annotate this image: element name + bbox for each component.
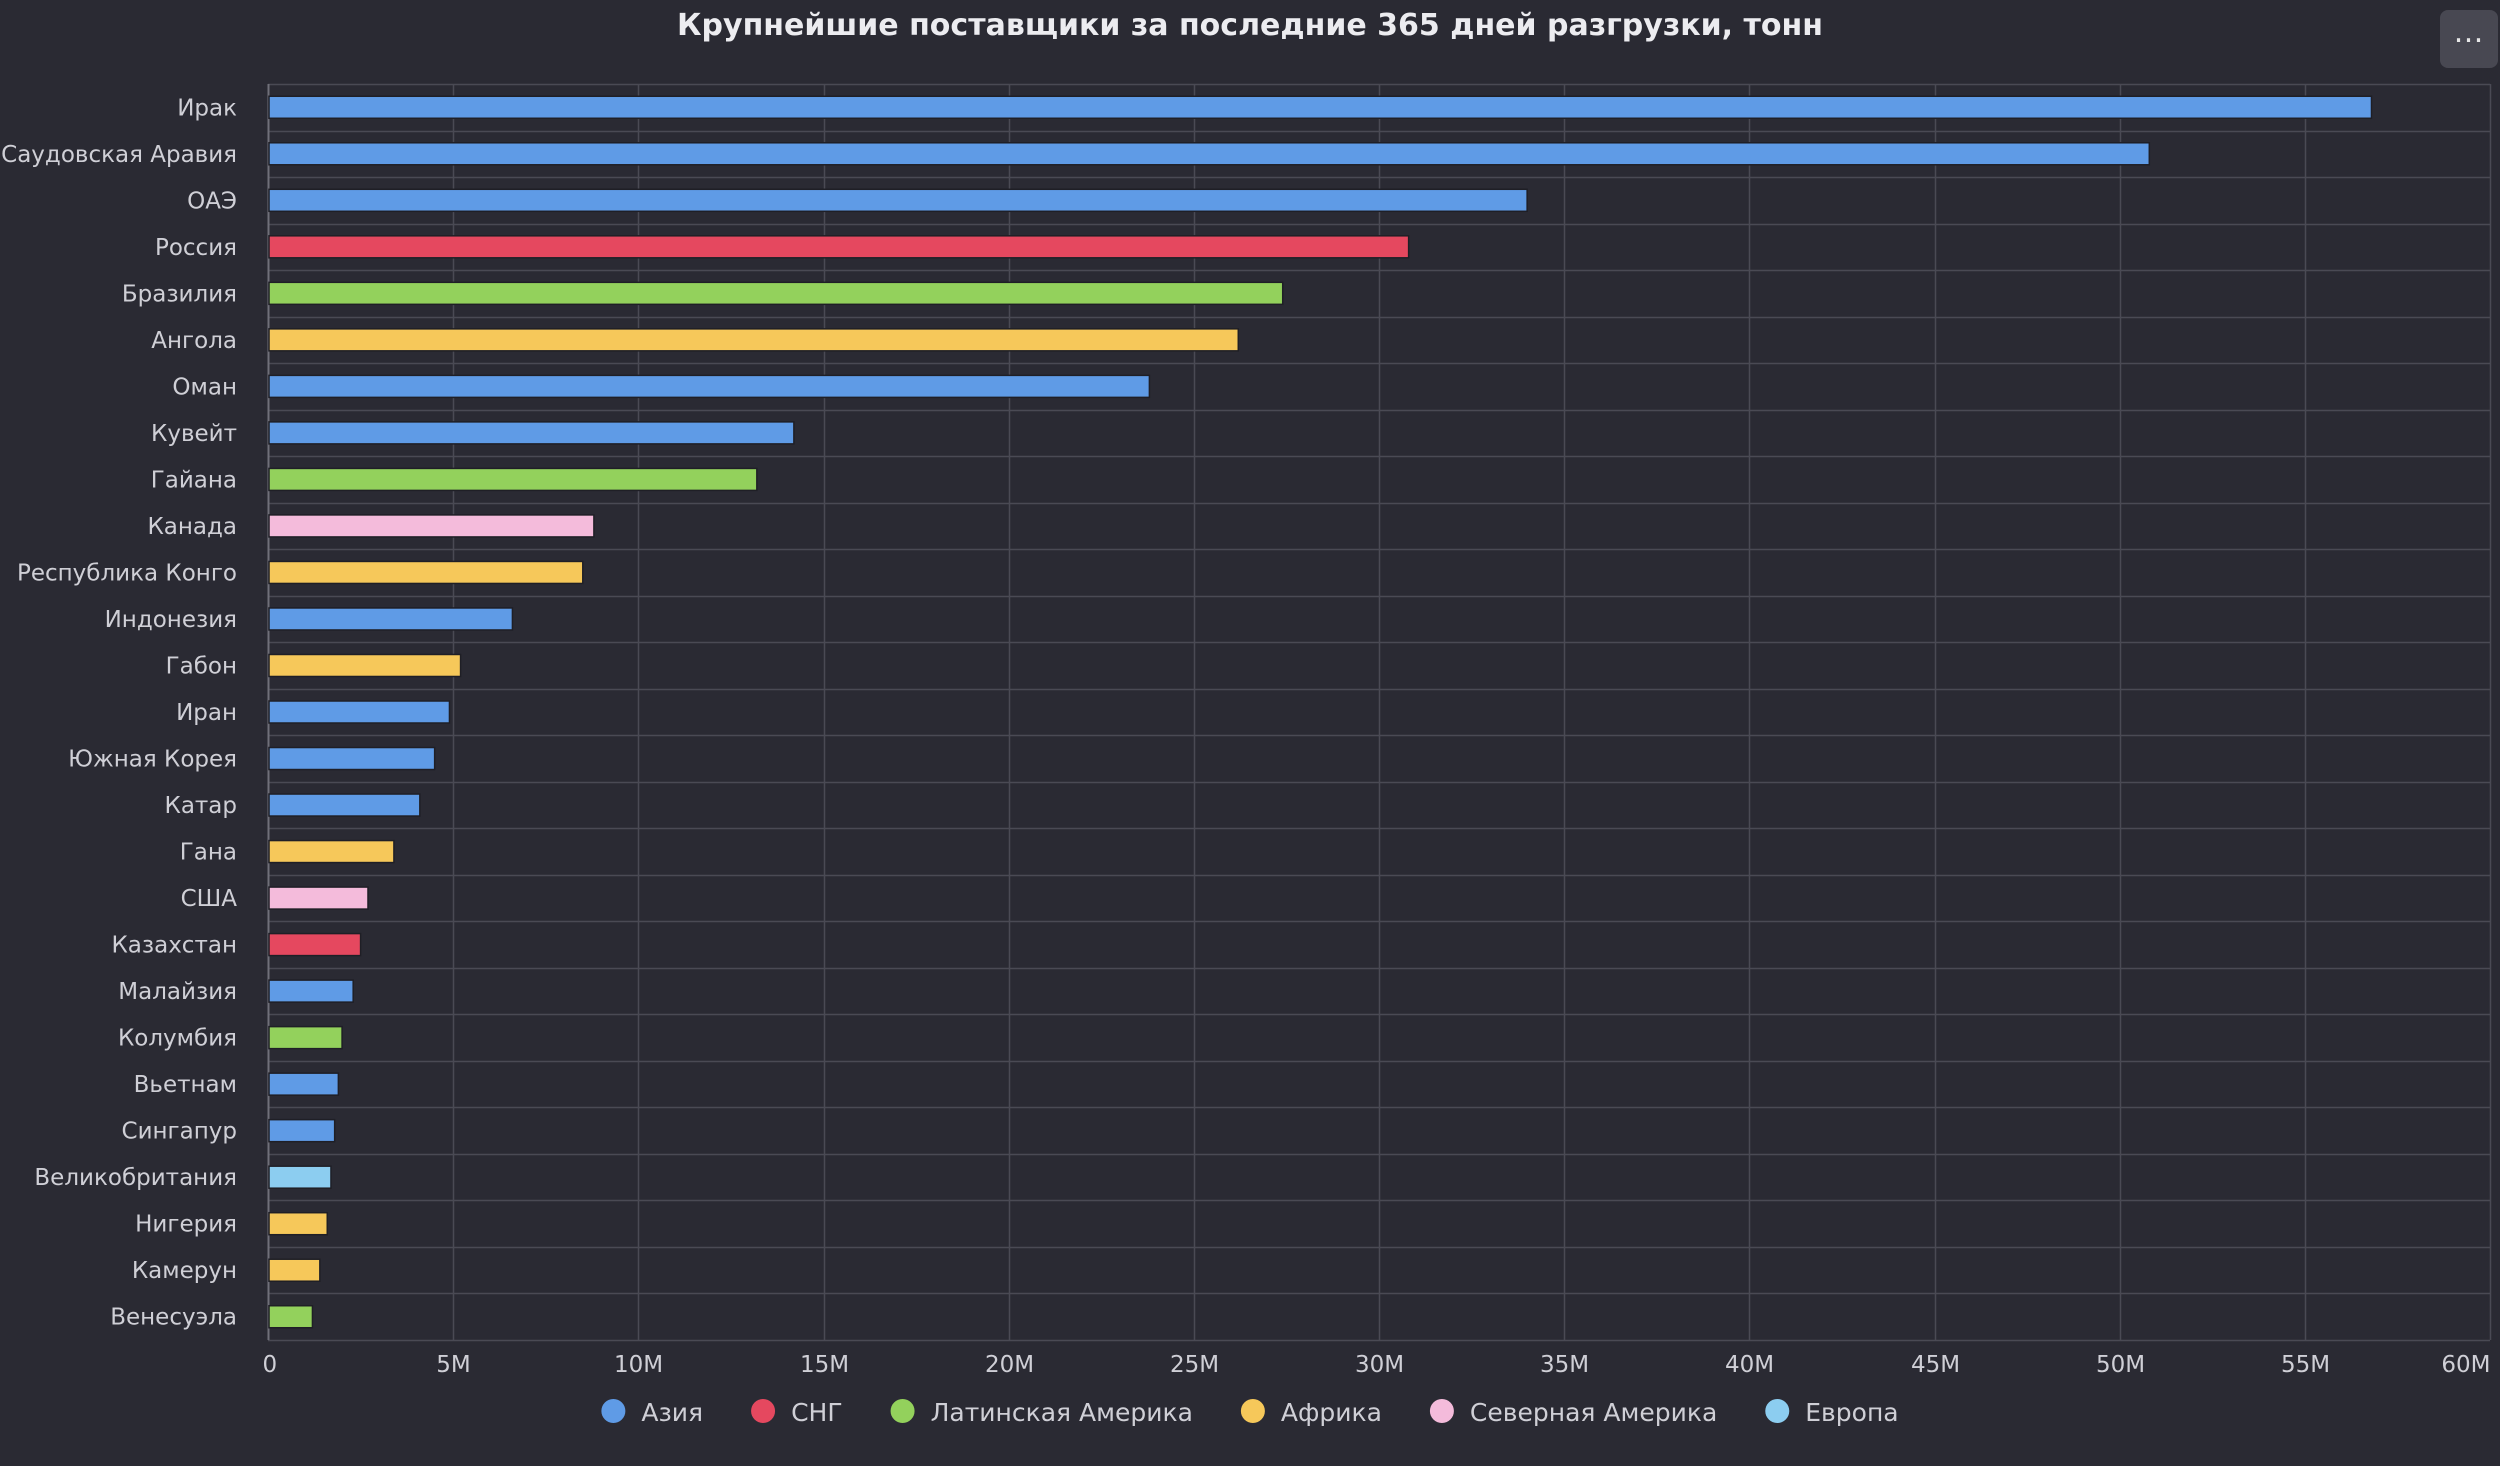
category-label: Камерун [132,1258,237,1284]
x-tick-label: 50M [2096,1352,2145,1378]
bar[interactable] [268,142,2151,166]
bar[interactable] [268,1304,314,1329]
category-label: Колумбия [118,1026,237,1052]
bar[interactable] [268,1072,340,1096]
chart-title: Крупнейшие поставщики за последние 365 д… [677,8,1823,43]
bar[interactable] [268,281,1284,306]
bar[interactable] [268,188,1528,213]
category-label: Ангола [151,328,237,354]
category-label: Гана [180,840,237,866]
category-label: Гайана [151,467,237,493]
x-tick-label: 5M [436,1352,470,1378]
category-label: Канада [147,514,237,540]
x-tick-label: 20M [985,1352,1034,1378]
category-label: Великобритания [34,1165,237,1191]
bar[interactable] [268,1165,332,1189]
y-axis-labels: Ирак Саудовская Аравия ОАЭ Россия Бразилия Ан… [1,95,237,1330]
bar[interactable] [268,746,436,771]
bar[interactable] [268,328,1240,352]
bar[interactable] [268,700,451,724]
category-label: Иран [176,700,237,726]
category-label: Сингапур [122,1119,237,1145]
x-tick-label: 10M [614,1352,663,1378]
category-label: Саудовская Аравия [1,142,237,168]
bar[interactable] [268,886,369,910]
legend-item[interactable]: Европа [1765,1398,1899,1427]
grid [267,83,2492,1342]
legend-marker [1240,1399,1265,1423]
category-label: Республика Конго [17,560,237,586]
bar[interactable] [268,235,1410,259]
legend-item[interactable]: СНГ [751,1398,843,1427]
bars [268,95,2373,1329]
x-tick-label: 25M [1170,1352,1219,1378]
bar[interactable] [268,1025,343,1050]
bar[interactable] [268,1118,336,1143]
legend: Азия СНГ Латинская Америка Африка Северная А… [601,1398,1899,1427]
category-label: Венесуэла [110,1305,237,1331]
bar[interactable] [268,653,462,678]
category-label: Россия [155,235,237,261]
legend-marker [751,1399,776,1423]
x-tick-label: 15M [800,1352,849,1378]
bar[interactable] [268,607,514,631]
legend-label: Северная Америка [1470,1398,1717,1427]
category-label: Кувейт [151,421,237,447]
ellipsis-icon: … [2453,15,2485,50]
legend-item[interactable]: Африка [1240,1398,1382,1427]
legend-marker [1765,1399,1790,1423]
bar[interactable] [268,514,595,538]
bar[interactable] [268,95,2373,120]
bar[interactable] [268,932,362,957]
bar[interactable] [268,979,354,1003]
x-tick-label: 60M [2441,1352,2490,1378]
category-label: Габон [166,653,237,679]
category-label: Нигерия [135,1212,237,1238]
legend-item[interactable]: Азия [601,1398,703,1427]
bar[interactable] [268,467,758,492]
category-label: Малайзия [118,979,237,1005]
legend-marker [1429,1399,1454,1423]
x-tick-label: 45M [1911,1352,1960,1378]
category-label: США [181,886,238,912]
category-label: Ирак [177,95,237,121]
x-tick-label: 0 [263,1352,278,1378]
legend-item[interactable]: Латинская Америка [890,1398,1193,1427]
x-axis-labels: 0 5M 10M 15M 20M 25M 30M 35M 40M 45M 50M 55M 60M [263,1352,2491,1378]
category-label: ОАЭ [187,188,237,214]
legend-marker [890,1399,915,1423]
legend-label: Латинская Америка [931,1398,1193,1427]
bar[interactable] [268,560,584,585]
bar[interactable] [268,421,795,445]
legend-item[interactable]: Северная Америка [1429,1398,1717,1427]
bar[interactable] [268,839,395,864]
category-label: Индонезия [105,607,237,633]
category-label: Вьетнам [134,1072,237,1098]
category-label: Бразилия [122,281,237,307]
bar[interactable] [268,374,1151,399]
category-label: Казахстан [111,933,237,959]
x-tick-label: 55M [2281,1352,2330,1378]
legend-label: Африка [1281,1398,1382,1427]
legend-label: Азия [641,1398,703,1427]
legend-label: СНГ [791,1398,843,1427]
chart-menu-button[interactable]: … [2440,10,2498,68]
category-label: Оман [172,374,237,400]
category-label: Катар [164,793,237,819]
category-label: Южная Корея [68,747,237,773]
legend-marker [601,1399,626,1423]
legend-label: Европа [1805,1398,1898,1427]
bar[interactable] [268,1211,329,1236]
bar[interactable] [268,793,421,817]
x-tick-label: 40M [1725,1352,1774,1378]
x-tick-label: 35M [1540,1352,1589,1378]
bar[interactable] [268,1258,321,1282]
x-tick-label: 30M [1355,1352,1404,1378]
